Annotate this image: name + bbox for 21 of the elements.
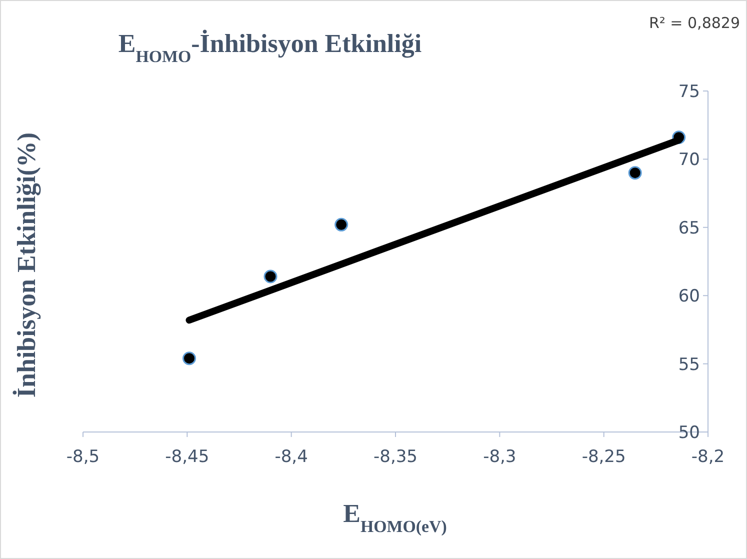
- x-tick-label: -8,3: [483, 447, 516, 467]
- y-tick-label: 60: [678, 286, 700, 307]
- point: [264, 270, 278, 284]
- x-tick-label: -8,4: [274, 447, 308, 467]
- y-tick-label: 50: [678, 423, 700, 443]
- x-tick-label: -8,45: [165, 447, 210, 467]
- y-tick-label: 65: [678, 218, 700, 238]
- text: R² = 0,8829: [648, 14, 740, 32]
- point: [182, 352, 196, 366]
- y-tick-label: 55: [678, 354, 700, 375]
- x-axis-title: E$_{HOMO(eV)}$: [343, 499, 447, 536]
- chart-title: E$_{HOMO}$-İnhibisyon Etkinliği: [118, 29, 422, 66]
- point: [628, 166, 642, 180]
- point: [334, 218, 348, 232]
- x-tick-label: -8,25: [582, 447, 626, 467]
- x-tick-label: -8,2: [691, 447, 725, 467]
- x-tick-label: -8,35: [374, 447, 418, 467]
- x-tick-label: -8,5: [66, 447, 100, 467]
- y-tick-label: 75: [678, 82, 700, 102]
- y-axis-title: İnhibisyon Etkinliği(%): [12, 132, 41, 398]
- y-tick-label: 70: [678, 150, 700, 170]
